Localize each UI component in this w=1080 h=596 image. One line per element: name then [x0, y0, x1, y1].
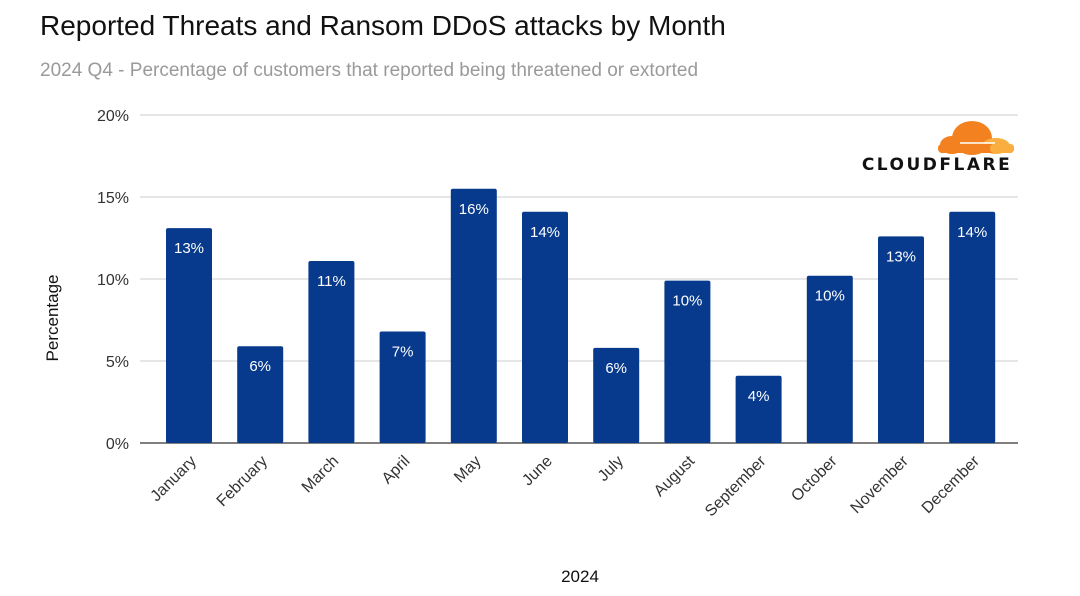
chart-title: Reported Threats and Ransom DDoS attacks… — [40, 10, 726, 41]
bar-june — [522, 211, 568, 443]
y-tick-label: 15% — [97, 190, 129, 207]
bar-december — [949, 211, 996, 443]
data-label: 14% — [957, 224, 987, 241]
cloud-icon — [938, 121, 1014, 155]
data-label: 14% — [530, 224, 560, 241]
cloudflare-logo: CLOUDFLARE — [862, 121, 1014, 175]
bar-january — [166, 228, 212, 443]
bar-may — [450, 188, 497, 443]
x-tick-label: January — [148, 453, 200, 505]
x-tick-label: February — [214, 453, 271, 510]
data-label: 7% — [392, 343, 414, 360]
data-label: 13% — [886, 248, 916, 265]
x-tick-label: April — [379, 453, 414, 488]
x-tick-label: March — [299, 453, 342, 496]
bar-september — [735, 375, 782, 443]
data-label: 13% — [174, 240, 204, 257]
bar-july — [593, 347, 640, 443]
data-label: 4% — [748, 388, 770, 405]
bar-april — [379, 331, 426, 443]
x-tick-label: October — [788, 452, 841, 505]
data-label: 11% — [317, 273, 346, 290]
x-tick-label: December — [919, 452, 984, 517]
bar-october — [806, 275, 853, 443]
x-tick-label: September — [702, 452, 770, 520]
x-tick-label: August — [651, 452, 699, 500]
x-tick-label: November — [848, 452, 913, 517]
data-label: 10% — [815, 288, 845, 305]
bar-november — [878, 236, 924, 443]
data-label: 16% — [459, 201, 489, 218]
y-tick-label: 0% — [106, 436, 129, 453]
y-tick-label: 10% — [97, 272, 129, 289]
bar-august — [664, 280, 711, 443]
svg-text:CLOUDFLARE: CLOUDFLARE — [862, 155, 1012, 175]
x-axis-label: 2024 — [561, 567, 599, 586]
x-tick-label: July — [595, 453, 627, 485]
y-tick-label: 5% — [106, 354, 129, 371]
x-tick-label: June — [519, 453, 556, 490]
x-tick-label: May — [451, 453, 484, 486]
data-label: 10% — [672, 293, 702, 310]
bar-february — [237, 346, 284, 443]
data-label: 6% — [605, 360, 627, 377]
data-label: 6% — [249, 358, 271, 375]
y-axis-label: Percentage — [43, 275, 62, 362]
chart-subtitle: 2024 Q4 - Percentage of customers that r… — [40, 60, 699, 81]
y-tick-label: 20% — [97, 108, 129, 125]
bar-march — [308, 260, 355, 443]
